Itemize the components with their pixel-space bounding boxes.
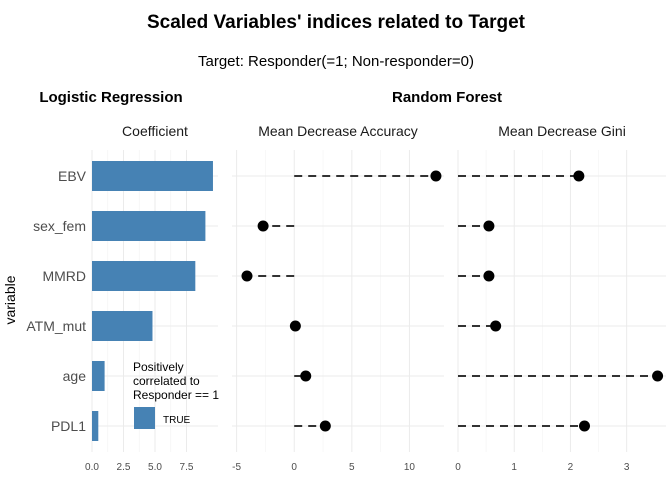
chart-subtitle: Target: Responder(=1; Non-responder=0): [198, 53, 474, 70]
lollipop-point-MMRD: [241, 270, 253, 282]
y-tick-label: MMRD: [42, 268, 86, 284]
x-tick-label: 10: [404, 462, 416, 473]
facet-label: Coefficient: [122, 123, 188, 139]
lollipop-point-EBV: [430, 170, 442, 182]
x-tick-label: 0: [291, 462, 297, 473]
x-tick-label: 5: [349, 462, 355, 473]
lollipop-point-MMRD: [483, 270, 495, 282]
legend-title-line-1: Positively: [133, 360, 184, 374]
x-tick-label: 2.5: [117, 462, 131, 473]
lollipop-point-sex_fem: [257, 220, 269, 232]
facet-label: Mean Decrease Gini: [498, 123, 626, 139]
y-axis-title: variable: [2, 275, 18, 324]
facet-label: Mean Decrease Accuracy: [258, 123, 418, 139]
y-tick-label: age: [63, 368, 87, 384]
lollipop-point-ATM_mut: [490, 320, 502, 332]
legend-key-label: TRUE: [163, 415, 191, 426]
y-tick-label: ATM_mut: [26, 318, 86, 334]
x-tick-label: 0: [455, 462, 461, 473]
bar-PDL1: [92, 411, 99, 441]
chart-title: Scaled Variables' indices related to Tar…: [147, 12, 526, 33]
x-tick-label: 3: [624, 462, 630, 473]
bar-ATM_mut: [92, 311, 153, 341]
section-title-left: Logistic Regression: [39, 89, 182, 106]
lollipop-point-age: [300, 370, 312, 382]
panel-1: Mean Decrease Accuracy -5 0 5 10: [232, 123, 444, 473]
x-tick-label: 7.5: [180, 462, 194, 473]
y-tick-label: PDL1: [51, 418, 86, 434]
bar-MMRD: [92, 261, 196, 291]
section-title-right: Random Forest: [392, 89, 502, 106]
y-tick-label: sex_fem: [33, 218, 86, 234]
lollipop-point-PDL1: [319, 420, 331, 432]
y-tick-label: EBV: [58, 168, 87, 184]
x-tick-label: 1: [511, 462, 517, 473]
legend: Positively correlated to Responder == 1 …: [133, 360, 219, 429]
lollipop-point-sex_fem: [483, 220, 495, 232]
bar-EBV: [92, 161, 213, 191]
panel-2: Mean Decrease Gini 0 1 2 3: [455, 123, 666, 473]
lollipop-point-PDL1: [578, 420, 590, 432]
x-tick-label: 2: [568, 462, 574, 473]
legend-title-line-3: Responder == 1: [133, 388, 219, 402]
panels: Coefficient 0.0 2.5 5.0 7.5 Mean Decrease Acc…: [85, 123, 666, 473]
panel-0: Coefficient 0.0 2.5 5.0 7.5: [85, 123, 218, 473]
x-tick-label: 0.0: [85, 462, 99, 473]
x-tick-label: -5: [232, 462, 241, 473]
lollipop-point-ATM_mut: [289, 320, 301, 332]
legend-key-swatch: [134, 407, 155, 429]
x-tick-label: 5.0: [148, 462, 162, 473]
lollipop-point-age: [652, 370, 664, 382]
bar-sex_fem: [92, 211, 206, 241]
lollipop-point-EBV: [573, 170, 585, 182]
bar-age: [92, 361, 105, 391]
legend-title-line-2: correlated to: [133, 374, 200, 388]
